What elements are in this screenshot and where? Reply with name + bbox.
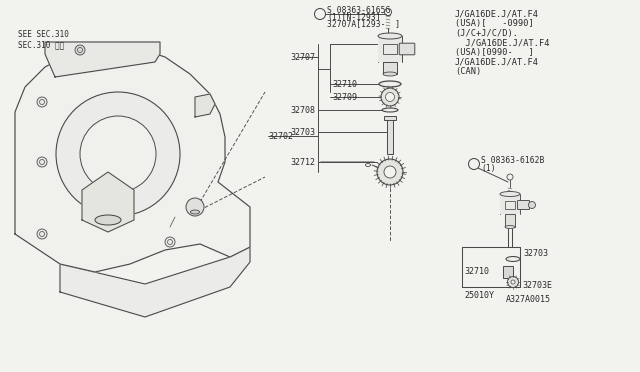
Polygon shape (195, 94, 215, 117)
Bar (503, 266, 513, 278)
Ellipse shape (505, 225, 515, 228)
Text: 32708: 32708 (290, 106, 315, 115)
Bar (505, 201, 515, 209)
Bar (384, 116, 396, 120)
Text: 25010Y: 25010Y (464, 291, 494, 299)
Circle shape (529, 202, 536, 208)
Circle shape (385, 93, 394, 102)
Polygon shape (45, 42, 160, 77)
Text: 32710: 32710 (464, 267, 489, 276)
Text: (USA)[   -0990]: (USA)[ -0990] (455, 19, 534, 28)
Text: S 08363-6165G: S 08363-6165G (327, 6, 390, 15)
Ellipse shape (378, 33, 402, 39)
Polygon shape (60, 247, 250, 317)
Text: SEE SEC.310
SEC.310 参照: SEE SEC.310 SEC.310 参照 (18, 30, 69, 49)
Text: A327A0015: A327A0015 (506, 295, 551, 305)
Ellipse shape (95, 215, 121, 225)
Circle shape (377, 159, 403, 185)
Bar (505, 214, 515, 227)
Circle shape (186, 198, 204, 216)
Circle shape (381, 88, 399, 106)
Bar (500, 194, 520, 214)
FancyBboxPatch shape (399, 43, 415, 55)
Circle shape (37, 157, 47, 167)
Text: 32703: 32703 (290, 128, 315, 137)
Ellipse shape (383, 72, 397, 76)
Circle shape (56, 92, 180, 216)
Text: (CAN): (CAN) (455, 67, 481, 76)
Ellipse shape (506, 257, 520, 262)
Text: S: S (318, 12, 322, 16)
Circle shape (37, 229, 47, 239)
Text: 32710: 32710 (332, 80, 357, 89)
Bar (383, 44, 397, 54)
Circle shape (165, 237, 175, 247)
Text: J/GA16DE.J/AT.F4: J/GA16DE.J/AT.F4 (455, 38, 550, 47)
Text: (1)[N-1293]: (1)[N-1293] (327, 13, 381, 22)
Ellipse shape (382, 108, 398, 112)
Text: S: S (472, 161, 476, 167)
Circle shape (508, 276, 518, 288)
Ellipse shape (191, 210, 200, 214)
Text: J/GA16DE.J/AT.F4: J/GA16DE.J/AT.F4 (455, 57, 539, 66)
Text: 32712: 32712 (290, 157, 315, 167)
Circle shape (511, 280, 515, 284)
Text: 32707: 32707 (290, 52, 315, 61)
Text: 32707A[1293-  ]: 32707A[1293- ] (327, 19, 400, 29)
Circle shape (384, 166, 396, 178)
Ellipse shape (500, 192, 520, 196)
Text: 32703: 32703 (523, 248, 548, 257)
Bar (383, 62, 397, 74)
Text: S 08363-6162B: S 08363-6162B (481, 155, 545, 164)
Text: 32702: 32702 (268, 131, 293, 141)
Ellipse shape (509, 258, 516, 260)
Ellipse shape (386, 109, 394, 111)
Circle shape (80, 116, 156, 192)
Polygon shape (15, 47, 250, 272)
Text: (USA)[0990-   ]: (USA)[0990- ] (455, 48, 534, 57)
Circle shape (468, 158, 479, 170)
Bar (387, 120, 393, 154)
Text: (J/C+J/C/D).: (J/C+J/C/D). (455, 29, 518, 38)
Ellipse shape (379, 81, 401, 87)
Text: 32709: 32709 (332, 93, 357, 102)
Circle shape (75, 45, 85, 55)
Polygon shape (82, 172, 134, 232)
Text: 32703E: 32703E (522, 280, 552, 289)
Ellipse shape (383, 83, 397, 86)
Circle shape (314, 9, 326, 19)
Circle shape (37, 97, 47, 107)
Bar (378, 36, 402, 62)
FancyBboxPatch shape (518, 201, 529, 209)
Text: (1): (1) (481, 164, 495, 173)
Text: J/GA16DE.J/AT.F4: J/GA16DE.J/AT.F4 (455, 10, 539, 19)
